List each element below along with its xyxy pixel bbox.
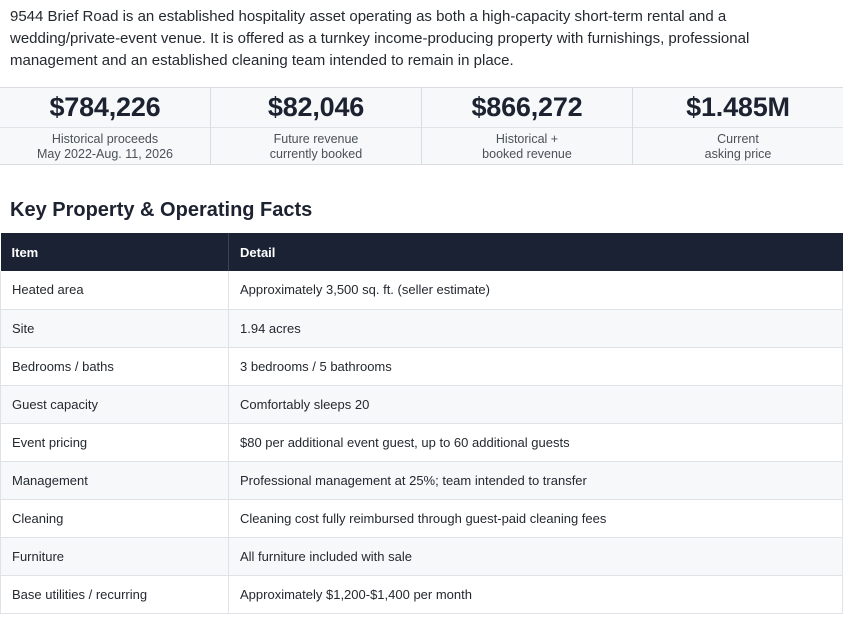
cell-detail: All furniture included with sale [228, 537, 843, 576]
stat-future-revenue: $82,046 Future revenue currently booked [210, 88, 421, 164]
cell-detail: Cleaning cost fully reimbursed through g… [228, 499, 843, 538]
stat-label-line: Historical proceeds [51, 132, 159, 146]
stat-label-line: currently booked [269, 147, 363, 161]
stat-label-line: Future revenue [273, 132, 359, 146]
column-header-detail: Detail [228, 233, 843, 271]
cell-item: Heated area [0, 271, 229, 310]
section-title: Key Property & Operating Facts [10, 199, 313, 221]
stat-label-line: Current [717, 132, 759, 146]
table-row: Site 1.94 acres [0, 309, 843, 348]
stat-value: $866,272 [471, 92, 583, 122]
cell-item: Event pricing [0, 423, 229, 462]
stat-value: $784,226 [49, 92, 161, 122]
cell-item: Base utilities / recurring [0, 575, 229, 614]
table-row: Bedrooms / baths 3 bedrooms / 5 bathroom… [0, 347, 843, 386]
stat-total-revenue: $866,272 Historical + booked revenue [421, 88, 632, 164]
table-row: Cleaning Cleaning cost fully reimbursed … [0, 499, 843, 538]
stat-label: Current asking price [633, 128, 843, 162]
cell-item: Furniture [0, 537, 229, 576]
table-row: Furniture All furniture included with sa… [0, 537, 843, 576]
facts-table: Item Detail Heated area Approximately 3,… [0, 233, 843, 614]
table-header-row: Item Detail [0, 233, 843, 271]
stat-label: Historical + booked revenue [422, 128, 632, 162]
cell-item: Site [0, 309, 229, 348]
table-row: Base utilities / recurring Approximately… [0, 575, 843, 614]
cell-detail: Approximately 3,500 sq. ft. (seller esti… [228, 271, 843, 310]
cell-item: Cleaning [0, 499, 229, 538]
stat-historical-proceeds: $784,226 Historical proceeds May 2022-Au… [0, 88, 210, 164]
stat-label-line: May 2022-Aug. 11, 2026 [37, 147, 173, 161]
table-row: Management Professional management at 25… [0, 461, 843, 500]
table-row: Guest capacity Comfortably sleeps 20 [0, 385, 843, 424]
stat-label-line: Historical + [495, 132, 559, 146]
stat-label-line: asking price [704, 147, 772, 161]
stat-value: $82,046 [267, 92, 365, 122]
cell-detail: $80 per additional event guest, up to 60… [228, 423, 843, 462]
cell-item: Guest capacity [0, 385, 229, 424]
column-header-item: Item [0, 233, 229, 271]
stat-asking-price: $1.485M Current asking price [632, 88, 843, 164]
stat-label: Historical proceeds May 2022-Aug. 11, 20… [0, 128, 210, 162]
cell-detail: Approximately $1,200-$1,400 per month [228, 575, 843, 614]
table-row: Heated area Approximately 3,500 sq. ft. … [0, 271, 843, 310]
cell-detail: Comfortably sleeps 20 [228, 385, 843, 424]
cell-item: Management [0, 461, 229, 500]
stats-bar: $784,226 Historical proceeds May 2022-Au… [0, 87, 843, 165]
cell-detail: 3 bedrooms / 5 bathrooms [228, 347, 843, 386]
cell-detail: Professional management at 25%; team int… [228, 461, 843, 500]
stat-value: $1.485M [686, 92, 790, 122]
stat-label: Future revenue currently booked [211, 128, 421, 162]
table-row: Event pricing $80 per additional event g… [0, 423, 843, 462]
intro-paragraph: 9544 Brief Road is an established hospit… [10, 8, 750, 69]
stat-label-line: booked revenue [482, 147, 572, 161]
cell-detail: 1.94 acres [228, 309, 843, 348]
cell-item: Bedrooms / baths [0, 347, 229, 386]
